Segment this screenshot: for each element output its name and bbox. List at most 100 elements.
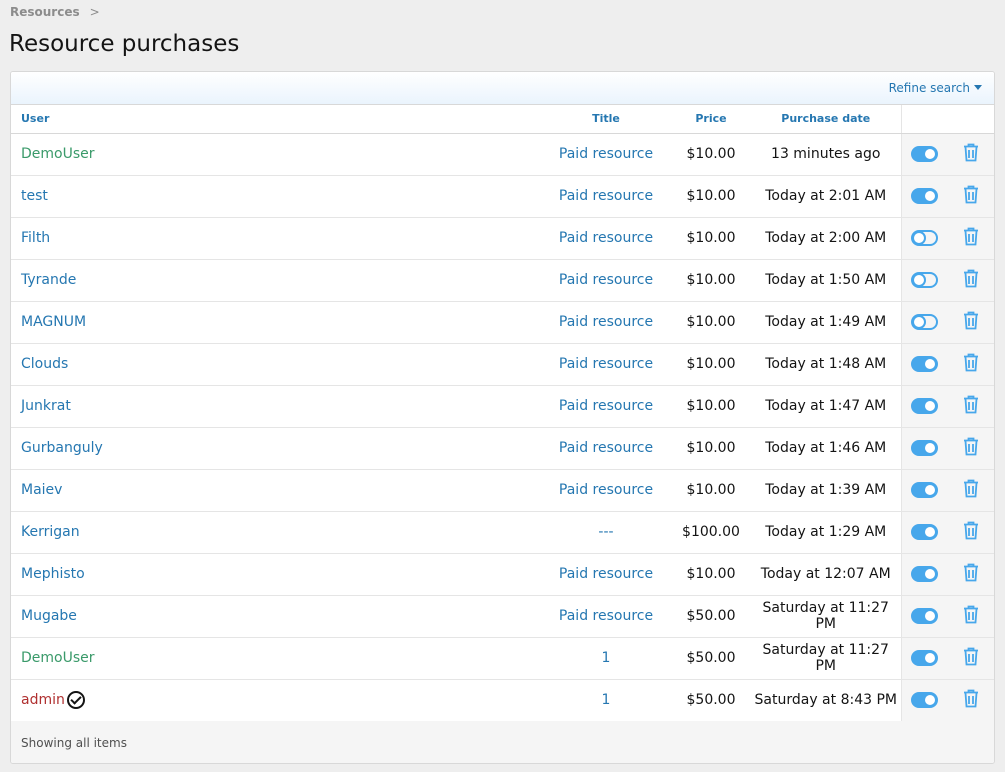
user-link[interactable]: DemoUser [21,146,95,162]
caret-down-icon [974,85,982,90]
title-link[interactable]: Paid resource [541,175,671,218]
user-cell: Maiev [11,469,541,512]
title-link[interactable]: Paid resource [541,301,671,344]
user-link[interactable]: admin [21,692,65,708]
user-link[interactable]: MAGNUM [21,314,87,330]
trash-icon[interactable] [963,353,979,372]
col-price[interactable]: Price [671,105,751,134]
user-cell: admin [11,679,541,722]
trash-icon[interactable] [963,437,979,456]
active-toggle[interactable] [911,566,939,582]
trash-icon[interactable] [963,647,979,666]
trash-icon[interactable] [963,311,979,330]
title-link[interactable]: --- [541,511,671,554]
title-link[interactable]: Paid resource [541,259,671,302]
breadcrumb[interactable]: Resources > [10,5,100,19]
user-link[interactable]: Filth [21,230,51,246]
refine-search-button[interactable]: Refine search [889,81,982,95]
date-cell: 13 minutes ago [751,133,901,176]
active-toggle[interactable] [911,440,939,456]
date-cell: Today at 1:48 AM [751,343,901,386]
table-row: DemoUser 1 $50.00 Saturday at 11:27 PM [11,637,994,680]
trash-icon[interactable] [963,479,979,498]
date-cell: Today at 12:07 AM [751,553,901,596]
price-cell: $10.00 [671,469,751,512]
purchases-table: User Title Price Purchase date DemoUser … [11,105,994,722]
table-row: admin 1 $50.00 Saturday at 8:43 PM [11,679,994,722]
date-cell: Today at 2:00 AM [751,217,901,260]
user-link[interactable]: Mephisto [21,566,85,582]
active-toggle[interactable] [911,146,939,162]
date-cell: Today at 1:47 AM [751,385,901,428]
title-link[interactable]: Paid resource [541,217,671,260]
trash-icon[interactable] [963,563,979,582]
user-link[interactable]: Junkrat [21,398,71,414]
user-cell: test [11,175,541,218]
user-link[interactable]: Clouds [21,356,69,372]
title-link[interactable]: Paid resource [541,469,671,512]
price-cell: $10.00 [671,133,751,176]
price-cell: $100.00 [671,511,751,554]
trash-icon[interactable] [963,185,979,204]
title-link[interactable]: Paid resource [541,385,671,428]
user-link[interactable]: DemoUser [21,650,95,666]
footer: Showing all items [11,721,994,763]
col-date[interactable]: Purchase date [751,105,901,134]
breadcrumb-resources[interactable]: Resources [10,5,80,19]
title-link[interactable]: Paid resource [541,343,671,386]
active-toggle[interactable] [911,356,939,372]
active-toggle[interactable] [911,398,939,414]
title-link[interactable]: Paid resource [541,427,671,470]
active-toggle[interactable] [911,482,939,498]
active-toggle[interactable] [911,188,939,204]
trash-icon[interactable] [963,143,979,162]
user-cell: Junkrat [11,385,541,428]
col-title[interactable]: Title [541,105,671,134]
active-toggle[interactable] [911,608,939,624]
trash-icon[interactable] [963,605,979,624]
table-row: Filth Paid resource $10.00 Today at 2:00… [11,217,994,260]
table-row: MAGNUM Paid resource $10.00 Today at 1:4… [11,301,994,344]
active-toggle[interactable] [911,272,939,288]
trash-icon[interactable] [963,521,979,540]
user-link[interactable]: test [21,188,48,204]
title-link[interactable]: Paid resource [541,595,671,638]
table-row: Mugabe Paid resource $50.00 Saturday at … [11,595,994,638]
chevron-right-icon: > [89,5,100,19]
active-toggle[interactable] [911,524,939,540]
filter-bar: Refine search [11,72,994,105]
date-cell: Today at 1:49 AM [751,301,901,344]
user-cell: Kerrigan [11,511,541,554]
user-link[interactable]: Kerrigan [21,524,80,540]
date-cell: Today at 1:50 AM [751,259,901,302]
user-link[interactable]: Maiev [21,482,63,498]
date-cell: Saturday at 11:27 PM [751,637,901,680]
price-cell: $10.00 [671,301,751,344]
title-link[interactable]: 1 [541,637,671,680]
active-toggle[interactable] [911,314,939,330]
date-cell: Saturday at 11:27 PM [751,595,901,638]
user-link[interactable]: Tyrande [21,272,77,288]
table-row: Junkrat Paid resource $10.00 Today at 1:… [11,385,994,428]
trash-icon[interactable] [963,227,979,246]
active-toggle[interactable] [911,692,939,708]
user-cell: Clouds [11,343,541,386]
trash-icon[interactable] [963,269,979,288]
title-link[interactable]: 1 [541,679,671,722]
trash-icon[interactable] [963,395,979,414]
table-row: Tyrande Paid resource $10.00 Today at 1:… [11,259,994,302]
col-user[interactable]: User [11,105,541,134]
verified-check-icon [66,691,85,709]
trash-icon[interactable] [963,689,979,708]
page-title: Resource purchases [9,31,240,57]
purchases-block: Refine search User Title Price Purchase … [10,71,995,764]
active-toggle[interactable] [911,650,939,666]
user-link[interactable]: Mugabe [21,608,77,624]
user-link[interactable]: Gurbanguly [21,440,103,456]
price-cell: $10.00 [671,385,751,428]
title-link[interactable]: Paid resource [541,133,671,176]
title-link[interactable]: Paid resource [541,553,671,596]
user-cell: Gurbanguly [11,427,541,470]
active-toggle[interactable] [911,230,939,246]
user-cell: Tyrande [11,259,541,302]
